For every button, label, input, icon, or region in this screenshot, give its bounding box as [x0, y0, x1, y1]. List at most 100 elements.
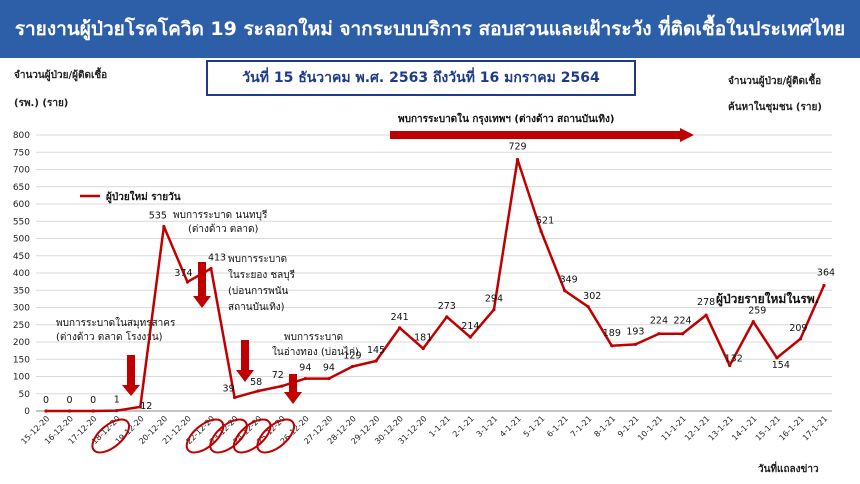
data-point-14-1-21	[751, 320, 755, 324]
right-axis-label-line2: ค้นหาในชุมชน (ราย)	[728, 102, 822, 113]
data-point-10-1-21	[657, 332, 661, 336]
x-tick-2-1-21: 2-1-21	[451, 414, 476, 439]
x-tick-4-1-21: 4-1-21	[498, 414, 523, 439]
data-point-6-1-21	[563, 288, 567, 293]
y-tick-700: 700	[13, 166, 30, 176]
y-tick-400: 400	[13, 269, 30, 279]
x-axis-title: วันที่แถลงข่าว	[758, 464, 819, 475]
y-tick-50: 50	[19, 390, 31, 400]
annotation-hospital: ผู้ป่วยรายใหม่ในรพ.	[716, 291, 819, 307]
data-point-23-12-20	[233, 395, 237, 400]
data-label-17-1-21: 364	[817, 267, 835, 278]
y-tick-300: 300	[13, 304, 30, 314]
data-point-4-1-21	[515, 157, 520, 162]
data-point-13-1-21	[728, 363, 732, 368]
annotation-rayong-2: ในระยอง ชลบุรี	[228, 269, 296, 281]
series-line-new-cases	[46, 158, 826, 413]
x-tick-14-1-21: 14-1-21	[730, 414, 758, 442]
x-tick-8-1-21: 8-1-21	[592, 414, 617, 439]
samutsakhon-arrow-shaft	[127, 355, 135, 385]
data-point-29-12-20	[374, 359, 378, 363]
data-label-26-12-20: 94	[299, 363, 311, 374]
data-point-15-12-20	[44, 409, 48, 413]
data-point-21-12-20	[185, 280, 190, 284]
x-tick-15-1-21: 15-1-21	[754, 414, 782, 442]
data-label-21-12-20: 374	[174, 268, 192, 279]
data-label-23-12-20: 39	[223, 384, 235, 395]
bangkok-arrow-head	[680, 128, 694, 142]
x-tick-1-1-21: 1-1-21	[427, 414, 452, 439]
data-label-29-12-20: 145	[367, 345, 385, 356]
y-tick-100: 100	[13, 373, 30, 383]
x-tick-12-1-21: 12-1-21	[683, 414, 711, 442]
data-point-15-1-21	[775, 356, 779, 360]
grid-lines	[36, 134, 832, 412]
y-tick-600: 600	[13, 200, 30, 210]
right-axis-label-line1: จำนวนผู้ป่วย/ผู้ติดเชื้อ	[728, 76, 822, 87]
data-label-18-12-20: 1	[114, 395, 120, 406]
data-point-2-1-21	[468, 335, 472, 339]
data-point-31-12-20	[421, 346, 425, 351]
data-point-7-1-21	[586, 305, 590, 309]
data-label-30-12-20: 241	[391, 312, 409, 323]
annotation-rayong-3: (บ่อนการพนัน	[228, 286, 289, 297]
data-label-7-1-21: 302	[583, 291, 601, 302]
highlighted-dates	[91, 418, 296, 454]
data-label-16-1-21: 209	[789, 323, 807, 334]
rayong-arrow-head	[236, 370, 254, 382]
data-label-22-12-20: 413	[208, 253, 226, 264]
data-label-5-1-21: 521	[536, 215, 554, 226]
y-tick-650: 650	[13, 183, 30, 193]
angthong-arrow-head	[284, 392, 302, 404]
y-tick-200: 200	[13, 338, 30, 348]
annotation-rayong-4: สถานบันเทิง)	[228, 302, 285, 313]
x-tick-10-1-21: 10-1-21	[636, 414, 664, 442]
date-highlight-24-12-20	[232, 418, 272, 454]
x-tick-6-1-21: 6-1-21	[545, 414, 570, 439]
data-label-1-1-21: 273	[438, 301, 456, 312]
data-label-20-12-20: 535	[149, 210, 167, 221]
data-labels: 0 0 0 1 12 535 374 413 39 58 72 94 94 129 145 241 181 273…	[43, 141, 835, 411]
data-point-24-12-20	[256, 389, 260, 393]
y-tick-250: 250	[13, 321, 30, 331]
data-point-11-1-21	[680, 332, 685, 336]
data-point-22-12-20	[209, 266, 213, 271]
annotation-angthong-2: ในอ่างทอง (บ่อนไก่)	[272, 346, 359, 358]
data-label-13-1-21: 132	[725, 353, 743, 364]
x-tick-17-1-21: 17-1-21	[801, 414, 829, 442]
data-point-9-1-21	[633, 342, 637, 347]
annotation-angthong-1: พบการระบาด	[284, 332, 343, 343]
data-points	[44, 157, 826, 413]
nonthaburi-arrow-head	[193, 296, 211, 308]
data-label-2-1-21: 214	[461, 321, 479, 332]
data-point-12-1-21	[704, 313, 708, 317]
data-label-8-1-21: 189	[603, 328, 621, 339]
annotation-bangkok: พบการระบาดใน กรุงเทพฯ (ต่างด้าว สถานบันเ…	[398, 112, 614, 125]
data-label-15-12-20: 0	[43, 395, 49, 406]
x-tick-11-1-21: 11-1-21	[660, 414, 688, 442]
data-label-24-12-20: 58	[250, 377, 262, 388]
data-label-14-1-21: 259	[748, 306, 766, 317]
data-point-8-1-21	[610, 344, 614, 348]
data-point-30-12-20	[398, 326, 402, 330]
y-tick-450: 450	[13, 252, 30, 262]
annotation-rayong-1: พบการระบาด	[228, 254, 287, 265]
date-range-text: วันที่ 15 ธันวาคม พ.ศ. 2563 ถึงวันที่ 16…	[242, 70, 600, 86]
annotation-samutsakhon-2: (ต่างด้าว ตลาด โรงงาน)	[56, 330, 163, 343]
samutsakhon-arrow-head	[122, 385, 140, 396]
y-tick-750: 750	[13, 148, 30, 158]
y-tick-labels: 0 50 100 150 200 250 300 350 400 450 500 550 600 650 7…	[13, 131, 30, 417]
x-tick-16-1-21: 16-1-21	[777, 414, 805, 442]
data-label-15-1-21: 154	[772, 360, 790, 371]
date-range-box: วันที่ 15 ธันวาคม พ.ศ. 2563 ถึงวันที่ 16…	[206, 60, 636, 96]
data-label-17-12-20: 0	[90, 395, 96, 406]
data-point-17-12-20	[91, 409, 95, 413]
data-point-27-12-20	[327, 376, 331, 381]
y-tick-800: 800	[13, 131, 30, 141]
data-label-3-1-21: 294	[485, 294, 503, 305]
x-tick-labels: 15-12-2016-12-2017-12-2018-12-2019-12-20…	[19, 414, 829, 446]
data-label-16-12-20: 0	[67, 395, 73, 406]
x-tick-5-1-21: 5-1-21	[522, 414, 547, 439]
data-point-28-12-20	[350, 364, 355, 369]
